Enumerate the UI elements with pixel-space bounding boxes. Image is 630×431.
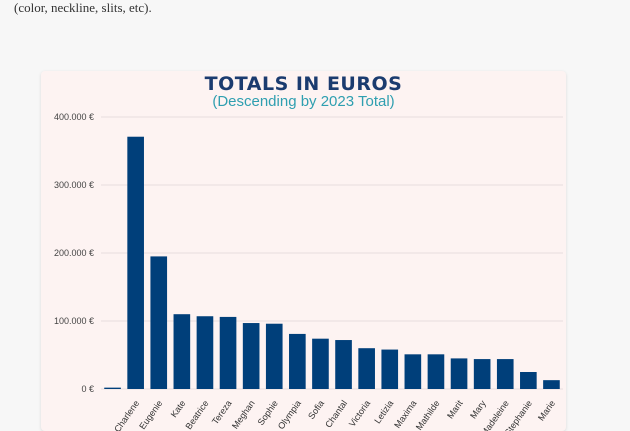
bar <box>335 340 352 389</box>
bar-chart: 0 € 100.000 € 200.000 € 300.000 € 400.000 € C… <box>54 112 563 431</box>
bar <box>219 316 237 389</box>
x-tick-label: Eugenie <box>137 398 164 431</box>
y-tick-label: 300.000 € <box>54 180 94 190</box>
x-tick-label: Marie <box>536 398 557 422</box>
bar <box>520 372 537 389</box>
bar <box>427 354 445 389</box>
x-tick-label: Marit <box>445 398 465 421</box>
x-tick-label: Letizia <box>372 398 395 425</box>
bar <box>150 256 168 389</box>
bar <box>543 380 560 389</box>
x-tick-label: Victoria <box>347 398 372 428</box>
y-tick-label: 0 € <box>81 384 94 394</box>
y-tick-label: 100.000 € <box>54 316 94 326</box>
x-tick-label: Olympia <box>276 398 303 431</box>
x-tick-label: Sophie <box>256 398 280 427</box>
bar <box>473 359 491 389</box>
bar <box>404 354 422 389</box>
bar <box>104 387 121 389</box>
x-tick-label: Sofia <box>306 398 326 421</box>
bar <box>358 348 375 389</box>
y-tick-label: 400.000 € <box>54 112 94 122</box>
bar <box>289 333 306 389</box>
x-tick-label: Beatrice <box>183 398 210 431</box>
bar <box>450 358 468 389</box>
bar <box>196 316 214 389</box>
bar <box>381 349 399 389</box>
bar <box>173 314 191 389</box>
x-tick-label: Mary <box>468 398 488 421</box>
x-tick-label: Chantal <box>323 398 349 429</box>
chart-card: TOTALS IN EUROS (Descending by 2023 Tota… <box>41 71 566 431</box>
chart-title: TOTALS IN EUROS <box>204 73 403 95</box>
bar <box>312 338 329 389</box>
y-tick-label: 200.000 € <box>54 248 94 258</box>
x-tick-label: Meghan <box>230 398 257 430</box>
x-tick-label: Kate <box>169 398 188 419</box>
bar <box>265 323 283 389</box>
intro-text: (color, neckline, slits, etc). <box>14 0 152 15</box>
bar <box>127 136 144 389</box>
bar <box>496 359 514 389</box>
x-tick-label: Tereza <box>210 398 234 426</box>
bar <box>242 323 260 389</box>
x-tick-label: Mathilde <box>414 398 442 431</box>
chart-subtitle: (Descending by 2023 Total) <box>212 93 395 110</box>
